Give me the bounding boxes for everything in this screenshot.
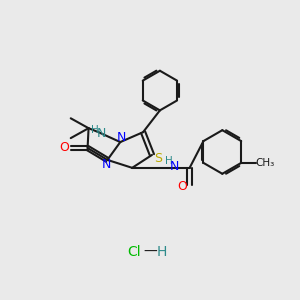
Text: N: N xyxy=(102,158,111,171)
Text: Cl: Cl xyxy=(127,245,141,259)
Text: H: H xyxy=(165,156,173,166)
Text: H: H xyxy=(91,125,98,135)
Text: N: N xyxy=(117,130,126,144)
Text: O: O xyxy=(59,140,69,154)
Text: H: H xyxy=(157,245,167,259)
Text: N: N xyxy=(170,160,179,173)
Text: —: — xyxy=(143,245,157,259)
Text: O: O xyxy=(177,180,187,193)
Text: N: N xyxy=(97,127,106,140)
Text: CH₃: CH₃ xyxy=(255,158,274,168)
Text: S: S xyxy=(154,152,162,165)
